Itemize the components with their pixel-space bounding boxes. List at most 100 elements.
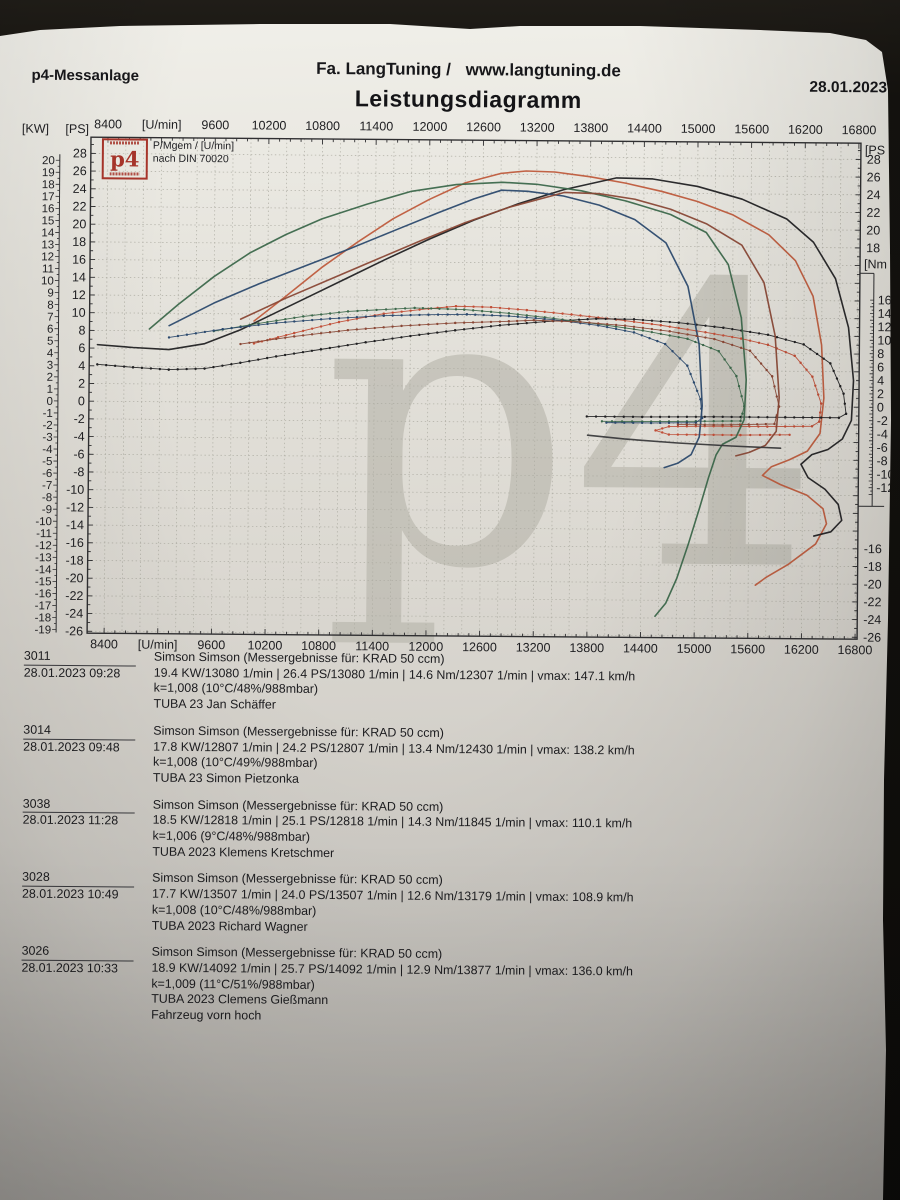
series-coast-power bbox=[586, 434, 782, 449]
measurement-entry: 3014 28.01.2023 09:48 Simson Simson (Mes… bbox=[23, 722, 863, 791]
run-datetime: 28.01.2023 11:28 bbox=[22, 812, 119, 828]
svg-text:28: 28 bbox=[73, 146, 87, 160]
svg-text:13: 13 bbox=[41, 239, 54, 251]
svg-text:-16: -16 bbox=[66, 536, 84, 550]
svg-text:-18: -18 bbox=[66, 553, 84, 567]
svg-text:[KW]: [KW] bbox=[22, 122, 49, 136]
svg-text:0: 0 bbox=[877, 401, 884, 415]
svg-text:20: 20 bbox=[72, 217, 86, 231]
measurement-list: 3011 28.01.2023 09:28 Simson Simson (Mes… bbox=[21, 648, 864, 1040]
svg-text:14400: 14400 bbox=[627, 121, 662, 135]
svg-text:-2: -2 bbox=[42, 420, 52, 432]
svg-text:19: 19 bbox=[42, 167, 55, 179]
svg-text:3: 3 bbox=[47, 360, 54, 372]
svg-text:-19: -19 bbox=[34, 624, 51, 636]
svg-text:12000: 12000 bbox=[412, 120, 447, 134]
svg-text:12: 12 bbox=[41, 251, 54, 263]
svg-text:-16: -16 bbox=[35, 588, 52, 600]
svg-text:16800: 16800 bbox=[842, 123, 877, 137]
svg-text:15600: 15600 bbox=[734, 122, 769, 136]
svg-text:26: 26 bbox=[73, 164, 87, 178]
run-id: 3011 bbox=[23, 648, 136, 667]
svg-text:24: 24 bbox=[73, 182, 87, 196]
svg-text:13200: 13200 bbox=[516, 641, 551, 655]
svg-text:-26: -26 bbox=[863, 631, 881, 645]
svg-text:18: 18 bbox=[866, 241, 880, 255]
svg-text:15000: 15000 bbox=[677, 642, 712, 656]
svg-text:12600: 12600 bbox=[462, 640, 497, 654]
series-3038-power bbox=[148, 181, 748, 618]
svg-text:10200: 10200 bbox=[247, 638, 282, 652]
svg-text:22: 22 bbox=[72, 200, 86, 214]
svg-text:10800: 10800 bbox=[305, 119, 340, 133]
svg-text:1: 1 bbox=[47, 384, 54, 396]
run-datetime: 28.01.2023 10:33 bbox=[21, 960, 118, 976]
svg-text:6: 6 bbox=[78, 341, 85, 355]
svg-text:[U/min]: [U/min] bbox=[142, 118, 182, 132]
svg-text:-2: -2 bbox=[877, 414, 888, 428]
svg-text:-14: -14 bbox=[35, 564, 52, 576]
series-3028-torque bbox=[239, 319, 781, 427]
svg-text:-8: -8 bbox=[42, 492, 52, 504]
svg-text:8: 8 bbox=[47, 300, 54, 312]
measurement-entry: 3028 28.01.2023 10:49 Simson Simson (Mes… bbox=[22, 870, 862, 939]
legend-line-1: P/Mgem / [U/min] bbox=[152, 139, 235, 153]
svg-text:12: 12 bbox=[72, 288, 86, 302]
chart-grid bbox=[87, 137, 861, 640]
svg-text:-3: -3 bbox=[42, 432, 52, 444]
chart-legend: P/Mgem / [U/min] nach DIN 70020 bbox=[153, 140, 234, 166]
svg-text:10200: 10200 bbox=[252, 118, 287, 132]
run-id: 3038 bbox=[22, 796, 135, 814]
svg-text:-8: -8 bbox=[876, 454, 887, 468]
svg-text:-12: -12 bbox=[66, 500, 84, 514]
svg-text:14: 14 bbox=[72, 270, 86, 284]
svg-text:-11: -11 bbox=[36, 528, 52, 540]
svg-text:10: 10 bbox=[72, 306, 86, 320]
svg-text:2: 2 bbox=[78, 377, 85, 391]
svg-text:14: 14 bbox=[41, 227, 54, 239]
svg-text:14400: 14400 bbox=[623, 641, 658, 655]
svg-text:-1: -1 bbox=[43, 408, 53, 420]
series-3014-torque bbox=[167, 313, 704, 425]
svg-text:[PS: [PS bbox=[865, 143, 885, 157]
run-id: 3026 bbox=[21, 943, 134, 962]
svg-text:[PS]: [PS] bbox=[65, 122, 89, 136]
run-id: 3028 bbox=[22, 870, 135, 888]
logo-micro-text bbox=[109, 172, 140, 176]
svg-text:-16: -16 bbox=[864, 542, 882, 556]
svg-text:16: 16 bbox=[72, 253, 86, 267]
svg-text:-24: -24 bbox=[65, 607, 83, 621]
svg-text:8: 8 bbox=[877, 347, 884, 361]
svg-text:17: 17 bbox=[42, 191, 55, 203]
svg-text:4: 4 bbox=[877, 374, 884, 388]
svg-text:16200: 16200 bbox=[784, 643, 819, 657]
svg-text:-12: -12 bbox=[876, 481, 894, 495]
svg-text:13200: 13200 bbox=[520, 121, 555, 135]
svg-text:15600: 15600 bbox=[730, 642, 765, 656]
series-3028-power bbox=[239, 191, 780, 457]
svg-text:-2: -2 bbox=[74, 412, 85, 426]
svg-text:-17: -17 bbox=[35, 600, 52, 612]
svg-text:-6: -6 bbox=[73, 447, 84, 461]
svg-text:p4: p4 bbox=[321, 199, 822, 657]
measurement-entry: 3038 28.01.2023 11:28 Simson Simson (Mes… bbox=[22, 796, 862, 865]
svg-text:16800: 16800 bbox=[838, 643, 873, 657]
svg-text:-12: -12 bbox=[35, 540, 52, 552]
svg-text:15: 15 bbox=[41, 215, 54, 227]
svg-text:-14: -14 bbox=[66, 518, 84, 532]
logo-micro-text bbox=[109, 141, 140, 145]
svg-text:-7: -7 bbox=[42, 480, 52, 492]
run-datetime: 28.01.2023 10:49 bbox=[21, 886, 119, 902]
svg-text:10: 10 bbox=[877, 334, 891, 348]
svg-text:-8: -8 bbox=[73, 465, 84, 479]
svg-text:0: 0 bbox=[46, 396, 53, 408]
chart-axes bbox=[52, 136, 885, 640]
svg-text:0: 0 bbox=[78, 394, 85, 408]
svg-text:16: 16 bbox=[42, 203, 55, 215]
svg-text:28: 28 bbox=[867, 153, 881, 167]
legend-line-2: nach DIN 70020 bbox=[152, 152, 229, 165]
svg-text:14: 14 bbox=[878, 307, 892, 321]
svg-text:-18: -18 bbox=[35, 612, 52, 624]
svg-text:-22: -22 bbox=[65, 589, 83, 603]
